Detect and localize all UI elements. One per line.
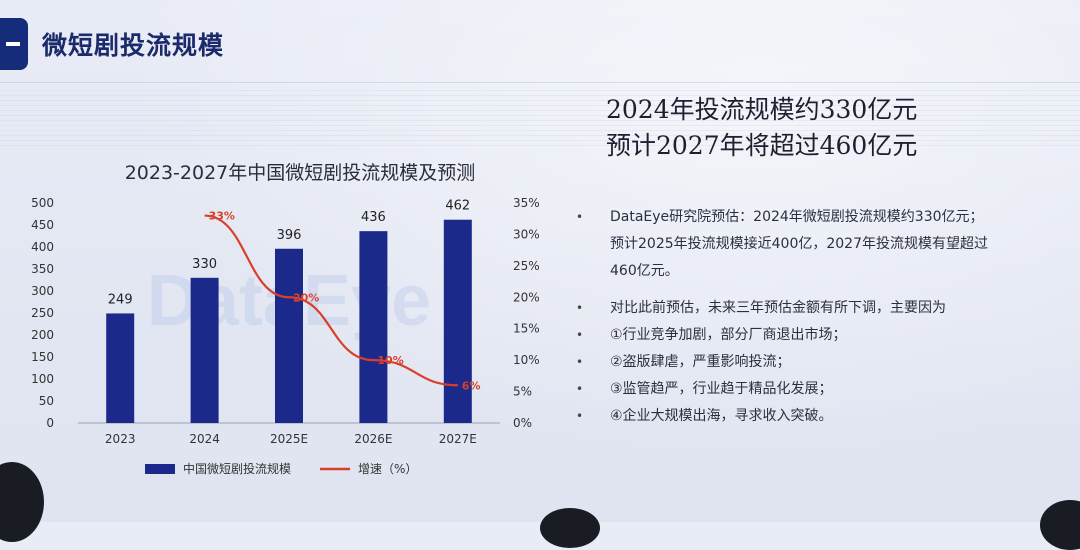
bar-value-label: 330	[192, 257, 217, 272]
bullet-item: • ①行业竞争加剧，部分厂商退出市场；	[576, 322, 1070, 349]
headline-line-2: 预计2027年将超过460亿元	[606, 131, 918, 160]
bullet-item: • ②盗版肆虐，严重影响投流；	[576, 349, 1070, 376]
bullet-text: 对比此前预估，未来三年预估金额有所下调，主要因为	[610, 300, 946, 316]
growth-rate-label: 6%	[462, 379, 481, 392]
bullet-item: • ③监管趋严，行业趋于精品化发展；	[576, 376, 1070, 403]
growth-rate-label: 10%	[377, 354, 403, 367]
y-tick-label: 300	[31, 284, 54, 298]
page-title: 微短剧投流规模	[42, 31, 225, 60]
y-tick-label: 400	[31, 240, 54, 254]
bullet-item: 预计2025年投流规模接近400亿，2027年投流规模有望超过	[600, 231, 1070, 258]
y-tick-label: 350	[31, 262, 54, 276]
bar-value-label: 396	[277, 228, 302, 243]
bullet-text: ④企业大规模出海，寻求收入突破。	[610, 408, 833, 424]
legend-label-bars: 中国微短剧投流规模	[183, 461, 291, 476]
bar-value-label: 249	[108, 292, 133, 307]
x-tick-label: 2026E	[354, 432, 392, 446]
bar	[106, 313, 135, 423]
headline-line-1: 2024年投流规模约330亿元	[606, 95, 918, 124]
right-panel: 2024年投流规模约330亿元 预计2027年将超过460亿元 • DataEye…	[576, 92, 1070, 430]
bullet-text: ②盗版肆虐，严重影响投流；	[610, 354, 791, 370]
x-tick-label: 2023	[105, 432, 136, 446]
headline: 2024年投流规模约330亿元 预计2027年将超过460亿元	[606, 92, 1070, 164]
bar	[275, 248, 303, 423]
y2-tick-label: 15%	[513, 322, 540, 336]
chart-title: 2023-2027年中国微短剧投流规模及预测	[124, 162, 476, 184]
audience-head-silhouette	[540, 508, 600, 548]
bar	[443, 219, 472, 423]
y2-tick-label: 10%	[513, 353, 540, 367]
bar-value-label: 436	[361, 210, 386, 225]
x-tick-label: 2025E	[270, 432, 308, 446]
y-tick-label: 150	[31, 350, 54, 364]
y2-tick-label: 35%	[513, 196, 540, 210]
y2-tick-label: 20%	[513, 290, 540, 304]
y-tick-label: 100	[31, 372, 54, 386]
y2-tick-label: 5%	[513, 385, 532, 399]
title-divider	[0, 82, 1080, 83]
bullet-list: • DataEye研究院预估：2024年微短剧投流规模约330亿元； 预计2025…	[576, 204, 1070, 430]
y2-tick-label: 25%	[513, 259, 540, 273]
legend-swatch-bars	[145, 464, 175, 474]
y-tick-label: 500	[31, 196, 54, 210]
bullet-dot-icon: •	[576, 409, 584, 423]
bar-value-label: 462	[445, 199, 470, 214]
decorative-stripes	[0, 90, 1080, 150]
bullet-text: 预计2025年投流规模接近400亿，2027年投流规模有望超过	[610, 236, 988, 252]
bullet-text: DataEye研究院预估：2024年微短剧投流规模约330亿元；	[610, 209, 984, 225]
bullet-dot-icon: •	[576, 210, 584, 224]
bullet-item: • ④企业大规模出海，寻求收入突破。	[576, 403, 1070, 430]
bullet-text: 460亿元。	[610, 263, 679, 279]
bullet-dot-icon: •	[576, 355, 584, 369]
bullet-dot-icon: •	[576, 328, 584, 342]
chart: DataEye0501001502002503003504004505000%5…	[31, 196, 540, 476]
bar	[190, 277, 219, 423]
y-tick-label: 250	[31, 306, 54, 320]
bullet-text: ③监管趋严，行业趋于精品化发展；	[610, 381, 833, 397]
bullet-dot-icon: •	[576, 382, 584, 396]
header-accent-bar	[0, 18, 28, 70]
y2-tick-label: 30%	[513, 227, 540, 241]
bullet-item: 460亿元。	[600, 258, 1070, 285]
x-tick-label: 2024	[189, 432, 220, 446]
growth-rate-label: 33%	[209, 210, 235, 223]
y-tick-label: 0	[46, 416, 54, 430]
bullet-dot-icon: •	[576, 301, 584, 315]
audience-head-silhouette	[1040, 500, 1080, 550]
y-tick-label: 50	[39, 394, 54, 408]
growth-rate-line	[204, 214, 458, 387]
bullet-text: ①行业竞争加剧，部分厂商退出市场；	[610, 327, 847, 343]
y2-tick-label: 0%	[513, 416, 532, 430]
bullet-item: • DataEye研究院预估：2024年微短剧投流规模约330亿元；	[576, 204, 1070, 231]
legend-label-line: 增速（%）	[358, 462, 417, 476]
y-tick-label: 450	[31, 218, 54, 232]
growth-rate-label: 20%	[293, 291, 319, 304]
x-tick-label: 2027E	[439, 432, 477, 446]
bullet-item: • 对比此前预估，未来三年预估金额有所下调，主要因为	[576, 295, 1070, 322]
bar	[359, 231, 388, 423]
y-tick-label: 200	[31, 328, 54, 342]
